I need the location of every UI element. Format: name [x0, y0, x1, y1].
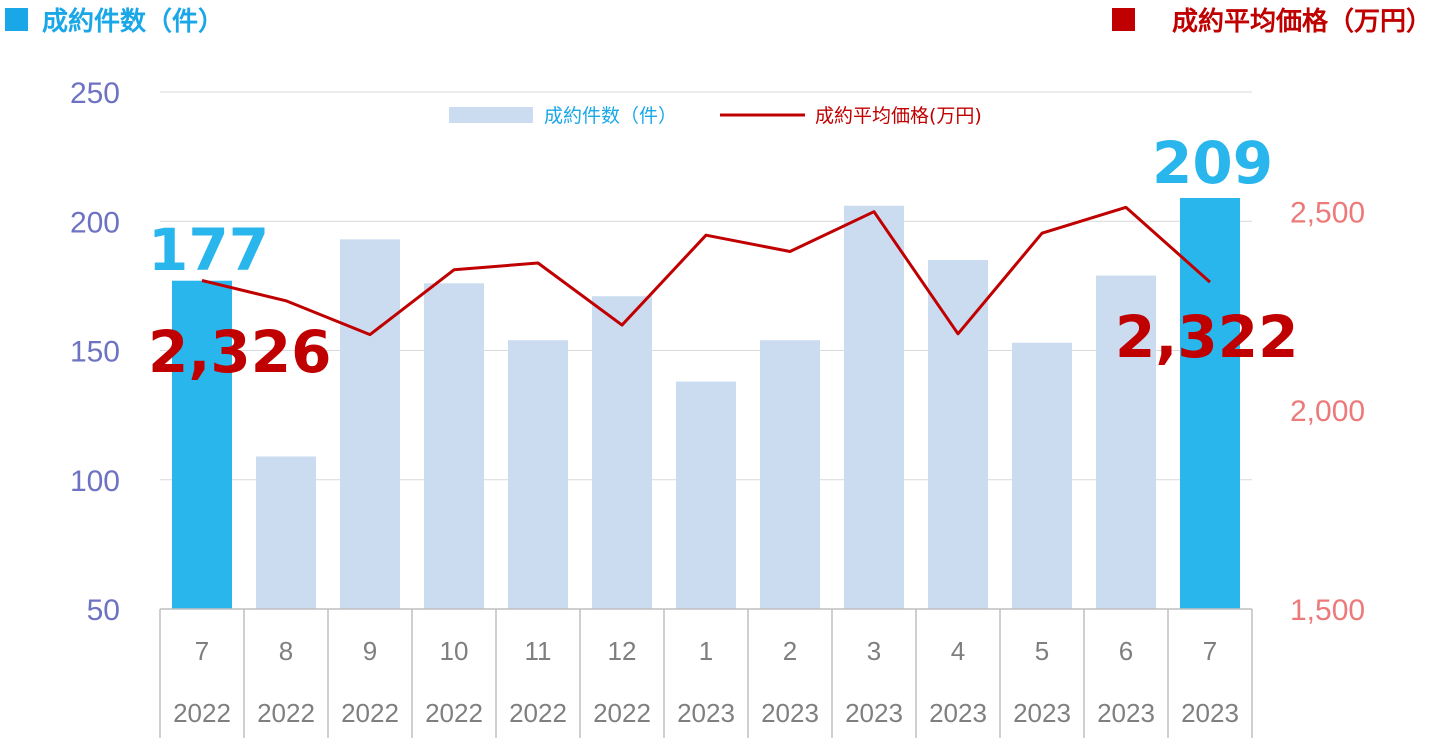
price-line	[201, 205, 1211, 337]
x-tick-year: 2022	[593, 698, 651, 728]
x-tick-month: 6	[1119, 636, 1133, 666]
x-tick-year: 2022	[341, 698, 399, 728]
x-tick-year: 2023	[677, 698, 735, 728]
x-tick-month: 4	[951, 636, 965, 666]
callout-last-line: 2,322	[1115, 303, 1298, 371]
x-tick-month: 7	[195, 636, 209, 666]
x-tick-month: 7	[1203, 636, 1217, 666]
x-tick-year: 2023	[1181, 698, 1239, 728]
left-tick-label: 250	[70, 77, 120, 110]
x-tick-month: 8	[279, 636, 293, 666]
header-left-swatch	[5, 8, 28, 31]
x-tick-year: 2023	[845, 698, 903, 728]
left-axis-ticks: 50 100 150 200 250	[70, 77, 120, 627]
left-tick-label: 150	[70, 336, 120, 369]
x-tick-month: 12	[608, 636, 637, 666]
header-right-swatch	[1112, 8, 1135, 31]
line-series	[201, 205, 1211, 337]
header-right-label: 成約平均価格（万円）	[1172, 6, 1432, 37]
callout-first-line: 2,326	[148, 318, 331, 386]
bar-11	[1096, 275, 1156, 609]
right-tick-label: 2,000	[1290, 395, 1365, 428]
x-tick-month: 3	[867, 636, 881, 666]
left-tick-label: 50	[87, 594, 120, 627]
x-tick-month: 1	[699, 636, 713, 666]
x-tick-year: 2022	[509, 698, 567, 728]
callout-last-bar: 209	[1152, 129, 1273, 197]
right-axis-ticks: 1,500 2,000 2,500	[1290, 196, 1365, 627]
left-tick-label: 100	[70, 465, 120, 498]
x-tick-year: 2023	[761, 698, 819, 728]
x-tick-year: 2022	[425, 698, 483, 728]
x-tick-month: 5	[1035, 636, 1049, 666]
bar-9	[928, 260, 988, 609]
bar-6	[676, 381, 736, 609]
x-tick-year: 2023	[929, 698, 987, 728]
value-callouts: 177 209 2,326 2,322	[148, 129, 1298, 386]
header-left-label: 成約件数（件）	[42, 6, 224, 37]
legend-bar-swatch	[449, 107, 533, 123]
bar-5	[592, 296, 652, 609]
x-tick-month: 10	[440, 636, 469, 666]
right-tick-label: 2,500	[1290, 196, 1365, 229]
legend-bar-label: 成約件数（件）	[544, 105, 677, 127]
bar-10	[1012, 342, 1072, 609]
x-axis: 7 2022 8 2022 9 2022 10 2022 11 2022 12 2022 1 2023 2 2…	[159, 608, 1253, 738]
bar-1	[256, 456, 316, 609]
bar-7	[760, 340, 820, 609]
bar-12	[1180, 197, 1240, 610]
left-tick-label: 200	[70, 206, 120, 239]
x-tick-month: 2	[783, 636, 797, 666]
x-tick-year: 2023	[1097, 698, 1155, 728]
x-tick-month: 9	[363, 636, 377, 666]
bar-2	[340, 239, 400, 609]
legend-line-label: 成約平均価格(万円)	[815, 105, 982, 127]
x-tick-year: 2022	[257, 698, 315, 728]
x-tick-year: 2022	[173, 698, 231, 728]
callout-first-bar: 177	[148, 216, 269, 284]
x-tick-year: 2023	[1013, 698, 1071, 728]
bar-4	[508, 340, 568, 609]
bar-8	[844, 205, 904, 610]
bar-series	[172, 197, 1240, 610]
x-tick-month: 11	[525, 636, 552, 666]
right-tick-label: 1,500	[1290, 594, 1365, 627]
bar-3	[424, 283, 484, 609]
bar-0	[172, 280, 232, 609]
